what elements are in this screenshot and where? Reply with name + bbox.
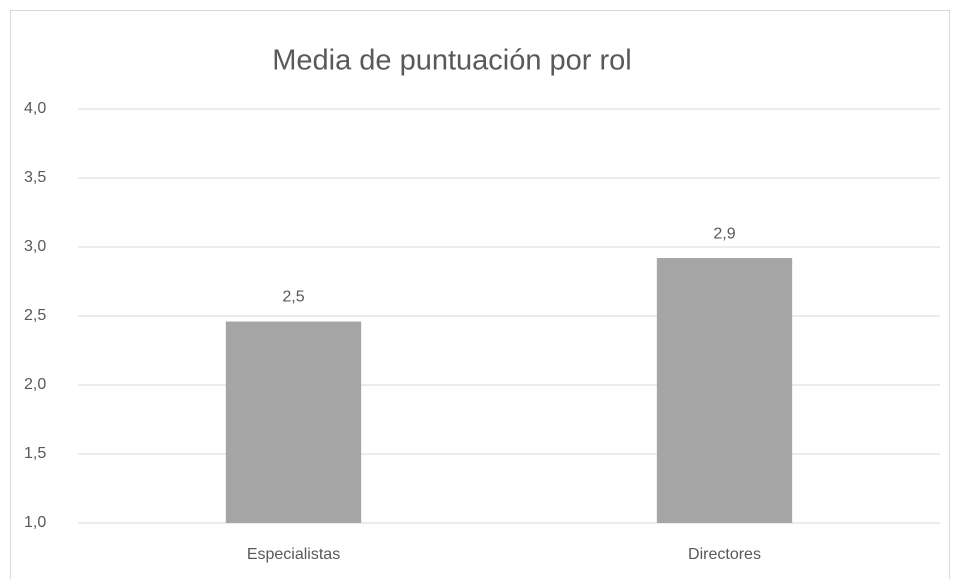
y-tick-label: 1,5 [24, 445, 46, 462]
chart-title: Media de puntuación por rol [272, 45, 632, 77]
x-tick-label: Especialistas [247, 546, 340, 563]
y-tick-label: 2,0 [24, 376, 46, 393]
y-tick-label: 1,0 [24, 514, 46, 531]
data-label: 2,9 [713, 225, 735, 242]
y-tick-label: 3,5 [24, 169, 46, 186]
x-tick-label: Directores [688, 546, 761, 563]
y-tick-label: 2,5 [24, 307, 46, 324]
y-tick-label: 4,0 [24, 100, 46, 117]
data-label: 2,5 [282, 289, 304, 306]
bar [225, 321, 362, 523]
bar [656, 258, 793, 523]
y-tick-label: 3,0 [24, 238, 46, 255]
chart-frame [10, 10, 950, 579]
